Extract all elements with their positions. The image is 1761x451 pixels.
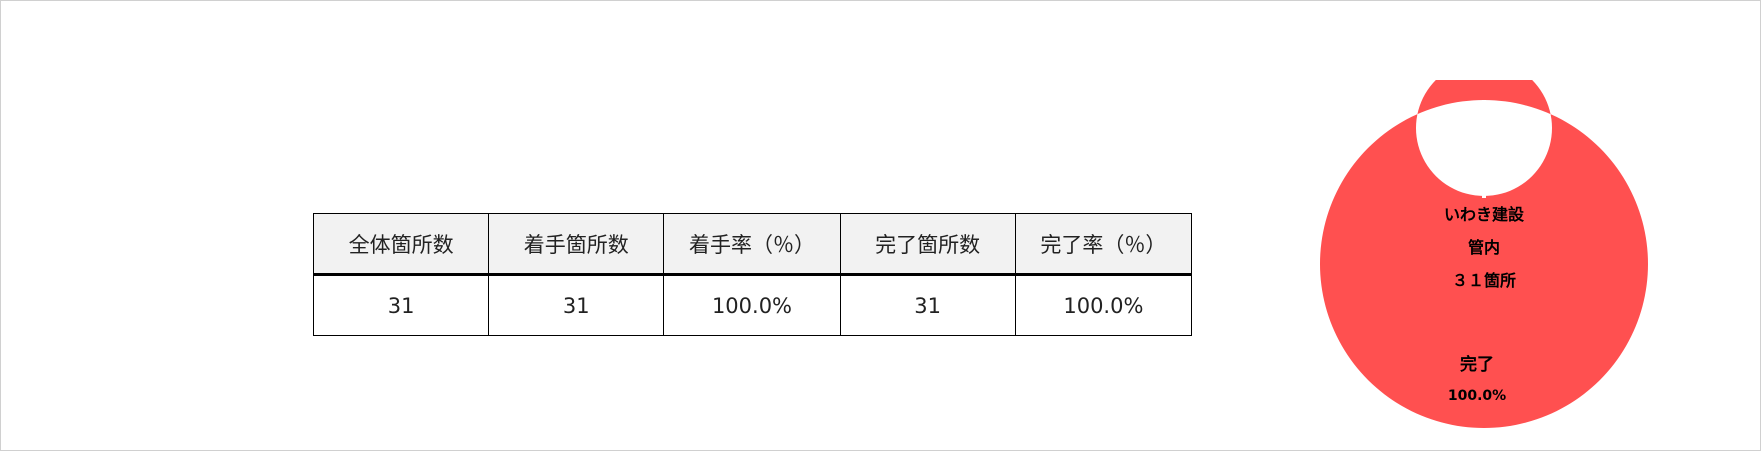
center-label-line1: いわき建設 xyxy=(1444,205,1525,224)
donut-chart: いわき建設 管内 ３１箇所 完了 100.0% xyxy=(1320,80,1648,428)
summary-table: 全体箇所数 着手箇所数 着手率（％） 完了箇所数 完了率（％） 31 31 10… xyxy=(312,213,1193,336)
cell-completed: 31 xyxy=(839,274,1016,336)
cell-start-rate: 100.0% xyxy=(663,274,841,336)
slice-label: 完了 xyxy=(1460,354,1494,375)
header-complete-rate: 完了率（％） xyxy=(1014,213,1193,276)
donut-slice-0 xyxy=(1320,80,1648,428)
header-completed: 完了箇所数 xyxy=(839,213,1016,276)
header-start-rate: 着手率（％） xyxy=(663,213,841,276)
slice-value-label: 100.0% xyxy=(1448,388,1506,404)
header-started: 着手箇所数 xyxy=(488,213,665,276)
cell-complete-rate: 100.0% xyxy=(1014,274,1193,336)
center-label-line2: 管内 xyxy=(1468,238,1500,257)
table-header-row: 全体箇所数 着手箇所数 着手率（％） 完了箇所数 完了率（％） xyxy=(312,213,1193,276)
center-label-line3: ３１箇所 xyxy=(1452,271,1516,290)
table-row: 31 31 100.0% 31 100.0% xyxy=(312,274,1193,336)
cell-started: 31 xyxy=(488,274,665,336)
header-total: 全体箇所数 xyxy=(312,213,490,276)
cell-total: 31 xyxy=(312,274,490,336)
